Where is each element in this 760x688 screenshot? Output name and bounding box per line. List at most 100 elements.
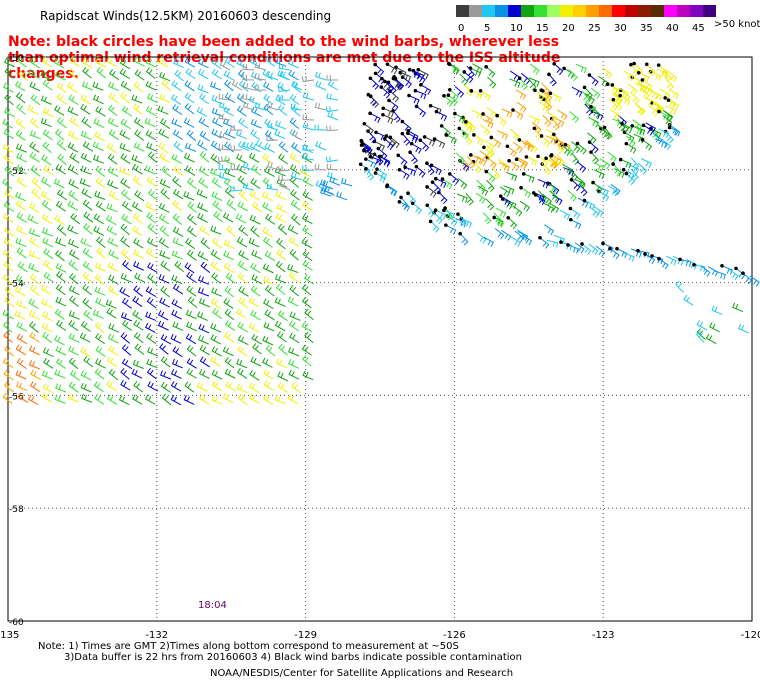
quality-flag-dot	[400, 119, 405, 124]
wind-barb	[663, 69, 672, 82]
wind-barb	[42, 141, 52, 154]
wind-barb	[542, 90, 553, 102]
wind-barb	[497, 130, 509, 140]
legend-swatch	[469, 5, 482, 17]
wind-barb	[79, 332, 91, 343]
quality-flag-dot	[533, 88, 537, 93]
wind-barb	[131, 154, 143, 164]
wind-barb	[278, 175, 291, 181]
wind-barb	[291, 80, 303, 91]
wind-barb	[658, 258, 669, 270]
wind-barb	[3, 331, 13, 343]
wind-barb	[4, 285, 15, 298]
wind-barb	[183, 191, 195, 201]
quality-flag-dot	[741, 271, 745, 275]
wind-barb	[542, 114, 552, 128]
wind-barb	[210, 322, 222, 333]
wind-barb	[237, 321, 248, 333]
wind-barb	[172, 321, 184, 331]
wind-barb	[28, 360, 40, 370]
longitude-tick-label: -120	[741, 630, 760, 640]
wind-barb	[291, 142, 302, 154]
legend-tick-label: 30	[614, 23, 627, 34]
wind-barb	[146, 142, 158, 152]
wind-barb	[68, 381, 79, 393]
footnote-block: Note: 1) Times are GMT 2)Times along bot…	[38, 641, 522, 663]
quality-flag-dot	[362, 121, 367, 126]
wind-barb	[83, 355, 94, 368]
quality-flag-dot	[540, 89, 545, 93]
wind-barb	[388, 99, 399, 112]
wind-barb	[508, 160, 520, 171]
wind-barb	[370, 77, 380, 90]
legend-swatch	[664, 5, 677, 17]
wind-barb	[120, 223, 130, 236]
quality-flag-dot	[582, 198, 587, 203]
wind-barb	[68, 68, 79, 80]
quality-flag-dot	[644, 62, 649, 67]
wind-barb	[395, 78, 404, 91]
wind-barb	[157, 320, 169, 331]
wind-barb	[584, 93, 595, 105]
wind-barb	[94, 273, 105, 285]
quality-flag-dot	[416, 67, 421, 72]
quality-flag-dot	[532, 126, 537, 131]
wind-barb	[669, 127, 681, 137]
wind-barb	[224, 331, 235, 343]
legend-swatch	[703, 5, 716, 17]
quality-flag-dot	[374, 130, 378, 135]
wind-barb	[197, 275, 210, 285]
wind-barb	[277, 223, 288, 236]
quality-flag-dot	[425, 185, 429, 189]
credit-line: NOAA/NESDIS/Center for Satellite Applica…	[210, 668, 514, 679]
wind-barb	[250, 225, 260, 238]
wind-barb	[290, 199, 301, 211]
wind-barb	[365, 168, 375, 181]
wind-barb	[144, 322, 156, 333]
wind-barb	[238, 286, 249, 297]
wind-barb	[562, 163, 573, 175]
wind-barb	[598, 190, 610, 202]
wind-barb	[290, 189, 300, 201]
wind-barb	[146, 367, 157, 380]
wind-barb	[548, 202, 560, 214]
wind-barb	[278, 141, 289, 153]
quality-flag-dot	[387, 98, 391, 103]
wind-barb	[262, 394, 274, 405]
wind-barb	[106, 225, 118, 236]
quality-flag-dot	[458, 231, 462, 236]
quality-flag-dot	[533, 193, 538, 197]
wind-barb	[199, 393, 210, 405]
wind-barb	[16, 247, 27, 259]
quality-flag-dot	[552, 62, 557, 66]
wind-barb	[619, 95, 631, 106]
wind-barb	[28, 262, 40, 273]
wind-barb	[43, 164, 54, 176]
wind-barb	[236, 383, 248, 394]
wind-barb	[327, 111, 339, 121]
wind-barb	[28, 250, 41, 260]
wind-barb	[456, 193, 468, 203]
wind-barb	[500, 195, 511, 207]
wind-barb	[223, 79, 234, 92]
quality-flag-dot	[464, 120, 468, 124]
wind-barb	[291, 130, 303, 141]
wind-barb	[3, 201, 15, 212]
wind-barb	[79, 177, 91, 188]
wind-barb	[277, 382, 289, 393]
quality-flag-dot	[376, 146, 381, 151]
wind-barb	[173, 58, 184, 69]
wind-barb	[43, 248, 54, 260]
quality-flag-dot	[403, 165, 407, 170]
wind-barb	[288, 347, 300, 357]
quality-flag-dot	[621, 167, 626, 172]
wind-barb	[322, 180, 334, 190]
wind-barb	[667, 70, 678, 83]
pass-time-label: 18:04	[198, 600, 227, 611]
wind-barb	[121, 189, 131, 201]
wind-barb	[133, 117, 145, 129]
wind-barb	[301, 75, 315, 82]
wind-barb	[738, 323, 749, 334]
wind-barb	[118, 395, 130, 406]
wind-barb	[237, 368, 248, 379]
